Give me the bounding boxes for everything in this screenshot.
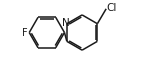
Text: N: N (62, 18, 70, 28)
Text: Cl: Cl (107, 3, 117, 13)
Text: F: F (22, 28, 28, 38)
